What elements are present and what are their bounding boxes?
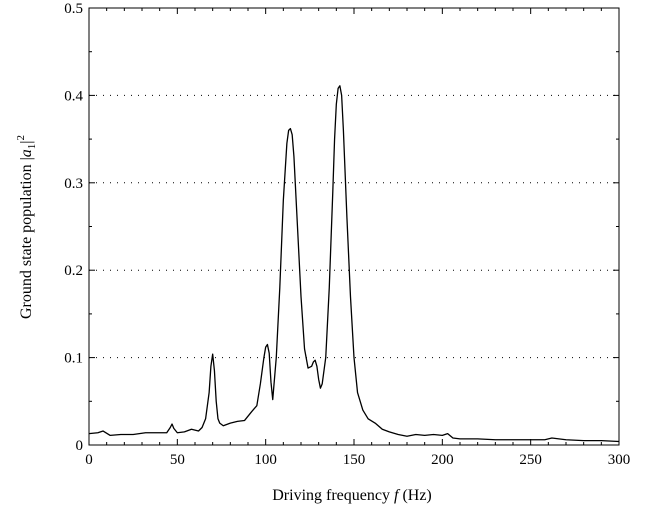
y-tick-label: 0.2 [64,263,83,279]
y-axis-title-superscript: 2 [15,135,27,141]
plot-frame [88,7,620,446]
y-tick-label: 0.1 [64,351,83,367]
y-tick-label: 0.5 [64,1,83,17]
y-axis-title-prefix: Ground state population | [18,157,35,319]
tick-layer: 0 0.1 0.2 0.3 0.4 0.5 0 50 100 150 200 250 300 [64,1,630,468]
y-axis-title-suffix: | [18,140,35,143]
x-tick-label: 100 [254,452,277,468]
series-line-ground-state-population [88,85,620,443]
y-axis-title-symbol: a [18,149,35,157]
y-tick-label: 0.4 [64,88,83,104]
x-axis-title-symbol: f [394,487,401,504]
x-tick-label: 300 [608,452,631,468]
x-tick-label: 200 [431,452,454,468]
x-axis-title-suffix: (Hz) [398,487,431,504]
y-tick-label: 0 [76,438,84,454]
x-axis-title-prefix: Driving frequency [272,487,394,504]
x-tick-label: 0 [85,452,93,468]
grid-layer [89,94,619,359]
y-tick-label: 0.3 [64,176,83,192]
x-tick-label: 150 [343,452,366,468]
x-tick-label: 250 [519,452,542,468]
y-axis-title-subscript: 1 [26,144,38,150]
y-axis-title: Ground state population |a1|2 [15,135,38,319]
x-tick-label: 50 [170,452,185,468]
x-axis-title: Driving frequency f (Hz) [272,487,432,504]
